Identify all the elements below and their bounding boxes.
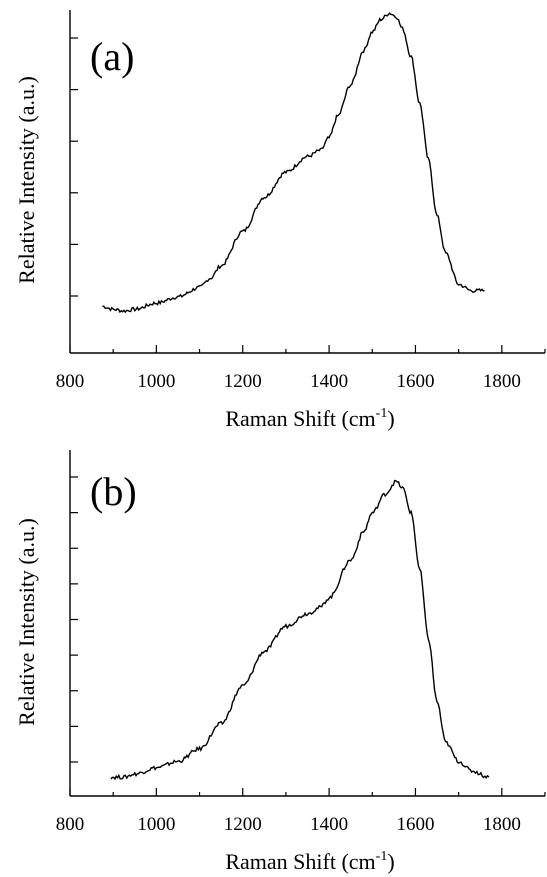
- panel-a-x-tick-label: 1000: [137, 371, 175, 392]
- panel-a-label: (a): [90, 34, 134, 79]
- panel-a: 800 1000 1200 1400 1600 1800 (a) Raman Shift …: [14, 10, 546, 431]
- panel-b-y-ticks: [70, 476, 78, 763]
- panel-a-axes: [69, 10, 545, 354]
- panel-b-x-tick-label: 1200: [224, 814, 262, 835]
- panel-a-x-tick-label: 1600: [396, 371, 434, 392]
- panel-b-y-axis-title: Relative Intensity (a.u.): [14, 518, 39, 726]
- panel-b-x-axis-title: Raman Shift (cm-1): [225, 849, 394, 874]
- panel-a-x-tick-label: 1800: [483, 371, 521, 392]
- panel-a-x-tick-label: 1400: [310, 371, 348, 392]
- panel-a-x-tick-label: 800: [56, 371, 85, 392]
- panel-b-x-tick-label: 1400: [310, 814, 348, 835]
- panel-a-y-ticks: [70, 37, 78, 297]
- panel-b-axes: [69, 450, 545, 797]
- panel-b-x-tick-label: 1800: [483, 814, 521, 835]
- panel-a-spectrum-line: [102, 12, 485, 314]
- panel-b-x-tick-label: 1600: [396, 814, 434, 835]
- panel-b-label: (b): [90, 469, 137, 514]
- panel-a-y-axis-title: Relative Intensity (a.u.): [14, 76, 39, 284]
- panel-a-x-ticks: 800 1000 1200 1400 1600 1800: [56, 345, 546, 392]
- panel-b-x-tick-label: 800: [56, 814, 85, 835]
- panel-b: 800 1000 1200 1400 1600 1800 (b) Raman Shift …: [14, 450, 546, 874]
- panel-b-x-ticks: 800 1000 1200 1400 1600 1800: [56, 788, 546, 835]
- panel-b-spectrum-line: [110, 479, 490, 781]
- panel-b-x-tick-label: 1000: [137, 814, 175, 835]
- panel-a-x-tick-label: 1200: [224, 371, 262, 392]
- panel-a-x-axis-title: Raman Shift (cm-1): [225, 406, 394, 431]
